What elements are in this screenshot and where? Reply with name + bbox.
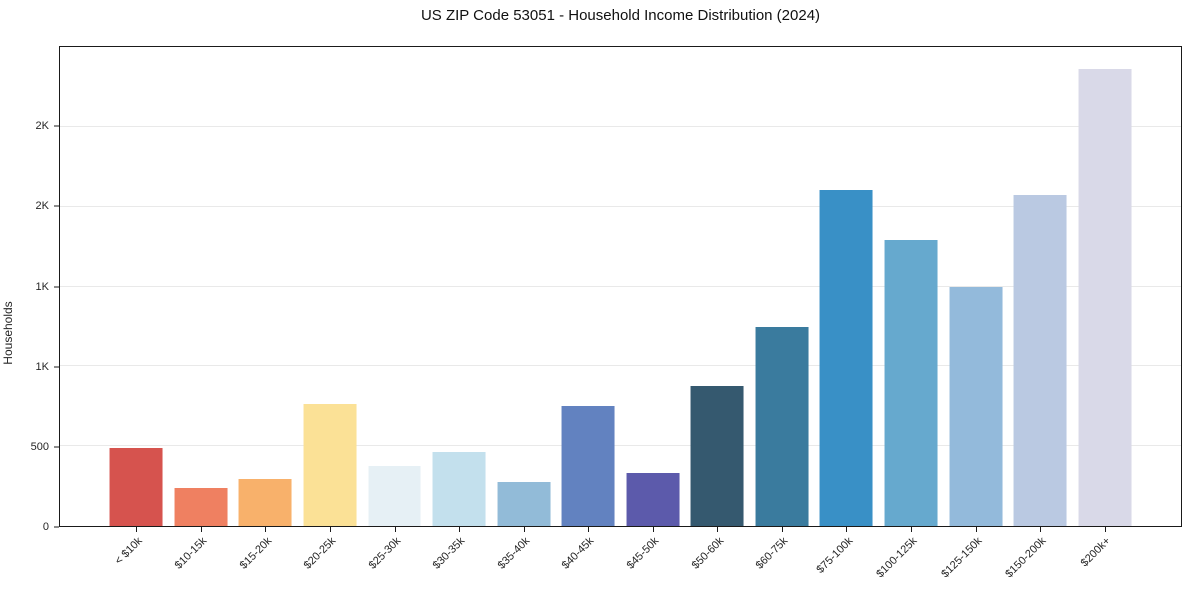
x-tick-label: $100-125k	[874, 535, 920, 581]
x-tick-label: $45-50k	[624, 535, 662, 572]
bar--75-100k	[820, 189, 873, 526]
x-tick-label: $150-200k	[1003, 535, 1049, 581]
y-tick-label: 1K	[35, 280, 49, 293]
bar-slot: $60-75k	[750, 47, 815, 572]
bar--45-50k	[626, 472, 680, 526]
gridline-1K	[60, 365, 1181, 367]
bar-slot: $45-50k	[621, 47, 686, 572]
y-axis-label: Households	[1, 301, 15, 365]
y-tick-label: 0	[42, 521, 49, 533]
x-tick-label: $10-15k	[172, 535, 210, 572]
bar-slot: < $10k	[104, 47, 169, 567]
x-tick-label: $20-25k	[301, 535, 339, 572]
bar--10-15k	[174, 488, 228, 526]
x-tick-mark	[200, 527, 202, 532]
x-tick-label: $50-60k	[689, 535, 726, 572]
bar-slot: $150-200k	[1003, 47, 1073, 580]
bar-slot: $15-20k	[233, 47, 298, 572]
x-tick-mark	[1104, 527, 1106, 532]
x-tick-mark	[136, 527, 138, 532]
y-tick-mark	[54, 125, 59, 127]
x-tick-label: $25-30k	[366, 535, 404, 572]
bar-slot: $40-45k	[556, 47, 621, 572]
bar--50-60k	[690, 386, 744, 526]
bar--30-35k	[432, 451, 486, 526]
bar--20-25k	[303, 403, 357, 526]
x-tick-mark	[717, 527, 719, 532]
x-tick-mark	[652, 527, 654, 532]
x-tick-mark	[1040, 527, 1042, 532]
bar-slot: $25-30k	[362, 47, 427, 572]
x-tick-label: $40-45k	[560, 535, 597, 572]
plot-area: < $10k $10-15k $15-20k $20-25k $25-30k $30-35…	[59, 46, 1182, 580]
x-tick-mark	[846, 527, 848, 532]
y-axis: Households 0 500 1K 1K 2K 2K	[0, 46, 59, 533]
bar-slot: $30-35k	[427, 47, 492, 572]
y-tick-label: 2K	[35, 200, 49, 213]
x-tick-mark	[329, 527, 331, 532]
x-tick-label: $200k+	[1078, 535, 1114, 570]
bar--10k	[109, 447, 163, 526]
y-tick-label: 2K	[35, 120, 49, 133]
x-tick-mark	[265, 527, 267, 532]
bar--40-45k	[561, 406, 615, 526]
x-tick-label: $75-100k	[814, 535, 855, 576]
x-tick-mark	[781, 527, 783, 532]
gridline-1K	[60, 285, 1181, 287]
bar--100-125k	[884, 240, 938, 526]
y-tick-mark	[54, 205, 59, 207]
bar--200k+	[1078, 68, 1132, 526]
x-tick-mark	[975, 527, 977, 532]
x-tick-mark	[459, 527, 461, 532]
bar-slot: $200k+	[1072, 47, 1137, 569]
bar-slot: $125-150k	[939, 47, 1008, 580]
x-tick-label: $30-35k	[430, 535, 468, 572]
bar--25-30k	[368, 466, 421, 526]
y-tick-mark	[54, 446, 59, 448]
x-tick-mark	[394, 527, 396, 532]
y-tick-mark	[54, 366, 59, 368]
bar-slot: $35-40k	[491, 47, 556, 572]
bar-slot: $75-100k	[814, 47, 879, 576]
x-tick-mark	[911, 527, 913, 532]
x-tick-label: $60-75k	[753, 535, 791, 572]
y-tick-label: 1K	[35, 360, 49, 373]
x-tick-label: $125-150k	[938, 535, 985, 581]
y-tick-mark	[54, 286, 59, 287]
bar--15-20k	[238, 478, 292, 526]
gridline-500	[60, 445, 1181, 447]
bar--150-200k	[1013, 194, 1067, 526]
bar-slot: $10-15k	[169, 47, 234, 572]
x-tick-mark	[523, 527, 525, 532]
bar-slot: $50-60k	[685, 47, 750, 572]
y-tick-mark	[54, 526, 59, 528]
bar-slot: $100-125k	[874, 47, 944, 580]
x-tick-mark	[588, 527, 590, 532]
x-tick-label: $35-40k	[495, 535, 533, 572]
bar-slot: $20-25k	[298, 47, 363, 572]
bar--60-75k	[755, 327, 809, 526]
chart-title: US ZIP Code 53051 - Household Income Dis…	[420, 7, 821, 24]
bar--125-150k	[949, 286, 1003, 526]
x-tick-label: < $10k	[112, 535, 145, 568]
bar--35-40k	[497, 482, 551, 526]
gridline-2K	[60, 205, 1181, 207]
y-tick-label: 500	[30, 440, 49, 453]
x-tick-label: $15-20k	[237, 535, 274, 572]
bars-container: < $10k $10-15k $15-20k $20-25k $25-30k $30-35…	[60, 47, 1181, 580]
gridline-2K	[60, 125, 1181, 127]
